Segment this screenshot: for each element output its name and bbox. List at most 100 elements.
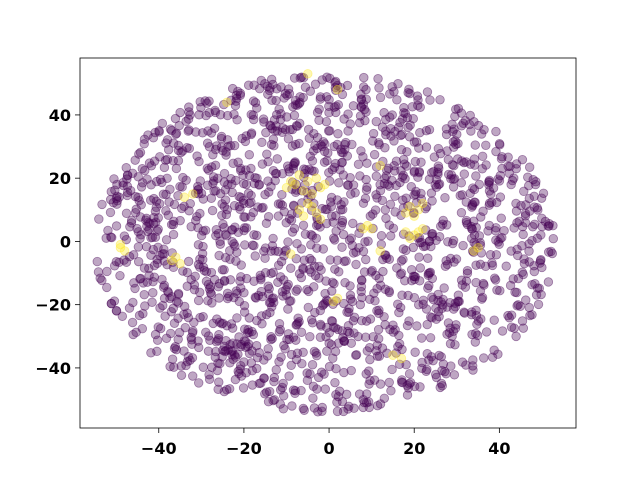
data-point (149, 193, 159, 204)
data-point (336, 205, 346, 215)
data-point (334, 386, 345, 396)
data-point (383, 163, 394, 174)
data-point (219, 341, 230, 352)
data-point (506, 322, 517, 332)
data-point (479, 280, 489, 290)
data-point (274, 327, 285, 337)
data-point (354, 117, 365, 128)
data-point (275, 324, 285, 335)
data-point (227, 346, 238, 356)
data-point (344, 307, 354, 317)
data-point (496, 213, 506, 223)
data-point (518, 221, 528, 232)
data-point (180, 322, 190, 333)
data-point (217, 319, 227, 329)
data-point (222, 288, 233, 299)
data-point (274, 104, 284, 114)
data-point (460, 116, 471, 126)
data-point (459, 169, 469, 179)
data-point (349, 328, 359, 338)
data-point (309, 166, 319, 176)
data-point (195, 254, 205, 264)
data-point (461, 276, 472, 286)
data-point (273, 246, 283, 257)
data-point (157, 249, 168, 259)
data-point (433, 295, 443, 306)
data-point (159, 280, 170, 290)
data-point (121, 257, 132, 267)
data-point (223, 141, 233, 152)
data-point (383, 179, 393, 190)
data-point (149, 212, 159, 223)
data-point (256, 75, 266, 86)
data-point (276, 82, 286, 92)
data-point (315, 305, 325, 316)
data-point (125, 185, 136, 196)
data-point (213, 335, 223, 346)
data-point (385, 199, 396, 210)
data-point (122, 174, 132, 184)
data-point (369, 288, 379, 298)
highlight-point (286, 176, 296, 187)
data-point (505, 161, 515, 171)
data-point (533, 205, 543, 215)
data-point (371, 162, 382, 172)
data-point (252, 363, 262, 374)
data-point (212, 365, 223, 376)
data-point (313, 407, 323, 417)
data-point (195, 208, 205, 219)
data-point (300, 229, 311, 239)
data-point (228, 338, 238, 348)
data-point (374, 351, 385, 361)
data-point (402, 390, 413, 400)
data-point (346, 365, 356, 376)
data-point (466, 309, 477, 320)
data-point (280, 88, 291, 99)
highlight-point (401, 208, 411, 218)
data-point (361, 185, 372, 195)
data-point (136, 200, 146, 210)
data-point (295, 73, 305, 83)
data-point (106, 186, 116, 197)
data-point (397, 290, 407, 300)
data-point (169, 362, 179, 372)
data-point (160, 311, 170, 321)
data-point (306, 315, 317, 325)
data-point (360, 115, 370, 126)
data-point (444, 327, 455, 338)
data-point (236, 339, 247, 350)
data-point (193, 222, 203, 233)
y-tick-label: −40 (35, 359, 71, 378)
data-point (340, 144, 350, 155)
data-point (453, 297, 463, 307)
data-point (351, 350, 362, 360)
data-point (331, 296, 341, 306)
data-point (241, 131, 251, 141)
data-point (377, 343, 388, 353)
data-point (195, 97, 205, 107)
data-point (374, 83, 384, 93)
data-point (178, 266, 188, 276)
data-point (385, 112, 395, 122)
data-point (198, 254, 208, 265)
data-point (283, 329, 294, 339)
data-point (226, 346, 236, 356)
data-point (422, 87, 433, 97)
data-point (427, 228, 438, 239)
data-point (290, 157, 300, 167)
data-point (451, 320, 461, 330)
data-point (434, 179, 445, 189)
data-point (389, 136, 399, 146)
highlight-point (332, 84, 343, 95)
data-point (322, 156, 332, 166)
data-point (540, 216, 551, 227)
data-point (391, 180, 401, 191)
data-point (292, 208, 303, 218)
data-point (139, 263, 150, 273)
data-point (380, 284, 390, 294)
data-point (330, 346, 341, 357)
data-point (449, 124, 459, 134)
data-point (437, 303, 447, 313)
data-point (317, 141, 327, 152)
data-point (139, 139, 149, 149)
